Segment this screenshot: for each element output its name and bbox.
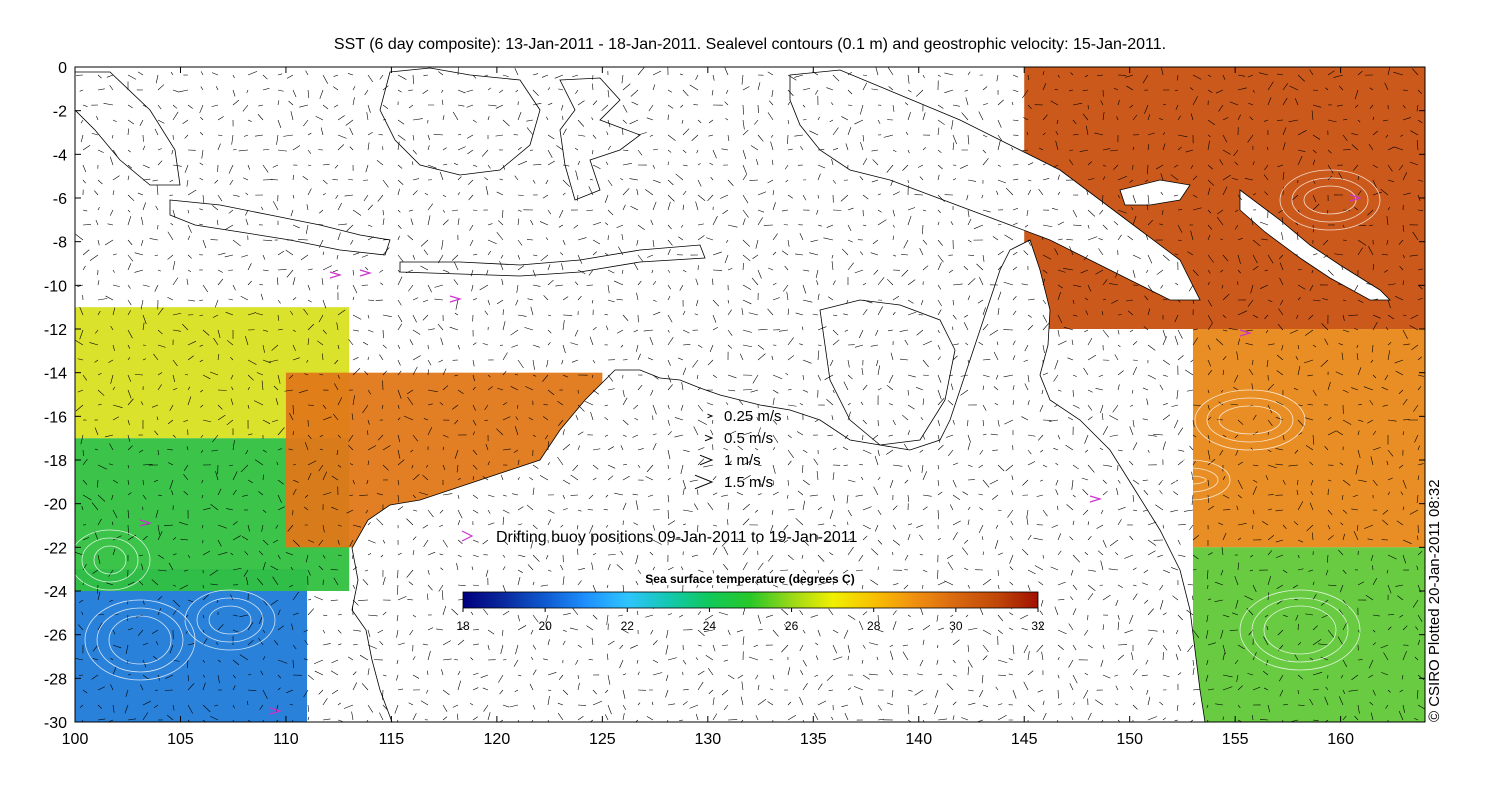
colorbar-tick-label: 18 <box>456 619 470 633</box>
x-tick-label: 100 <box>62 731 89 748</box>
y-tick-label: 0 <box>58 60 67 77</box>
buoy-legend-label: Drifting buoy positions 09-Jan-2011 to 1… <box>496 529 858 546</box>
sst-region-e-green-band <box>1193 547 1425 722</box>
colorbar-title: Sea surface temperature (degrees C) <box>645 572 854 586</box>
x-tick-label: 115 <box>379 731 405 748</box>
y-tick-label: -14 <box>44 366 67 383</box>
credit-text: © CSIRO Plotted 20-Jan-2011 08:32 <box>1426 479 1443 722</box>
x-tick-label: 140 <box>905 731 932 748</box>
x-tick-label: 110 <box>273 731 299 748</box>
colorbar-tick-label: 26 <box>785 619 799 633</box>
colorbar-tick-label: 28 <box>867 619 881 633</box>
y-tick-label: -22 <box>44 540 67 557</box>
velocity-legend-label: 1.5 m/s <box>724 474 773 491</box>
sst-region-e-orange-band <box>1193 329 1425 547</box>
velocity-legend-label: 0.5 m/s <box>724 430 773 447</box>
x-tick-label: 120 <box>484 731 511 748</box>
y-tick-label: -2 <box>53 104 67 121</box>
y-tick-label: -6 <box>53 191 67 208</box>
y-tick-label: -16 <box>44 409 67 426</box>
x-tick-label: 135 <box>800 731 827 748</box>
buoy-legend: Drifting buoy positions 09-Jan-2011 to 1… <box>462 529 858 546</box>
colorbar-tick-label: 22 <box>621 619 635 633</box>
y-tick-label: -26 <box>44 628 67 645</box>
x-tick-label: 150 <box>1116 731 1143 748</box>
colorbar-tick-label: 24 <box>703 619 717 633</box>
y-tick-label: -24 <box>44 584 67 601</box>
y-tick-label: -8 <box>53 235 67 252</box>
colorbar-tick-label: 30 <box>949 619 963 633</box>
x-tick-label: 145 <box>1011 731 1038 748</box>
y-tick-label: -18 <box>44 453 67 470</box>
velocity-legend-label: 1 m/s <box>724 452 761 469</box>
y-tick-label: -10 <box>44 278 67 295</box>
y-tick-label: -4 <box>53 147 67 164</box>
x-tick-label: 130 <box>694 731 721 748</box>
y-tick-label: -12 <box>44 322 67 339</box>
plot-area <box>70 66 1425 730</box>
colorbar-tick-label: 32 <box>1031 619 1045 633</box>
velocity-legend-label: 0.25 m/s <box>724 408 782 425</box>
y-tick-label: -20 <box>44 497 67 514</box>
colorbar-tick-label: 20 <box>538 619 552 633</box>
x-tick-label: 160 <box>1327 731 1354 748</box>
colorbar-gradient <box>463 592 1038 608</box>
x-tick-label: 105 <box>167 731 194 748</box>
y-tick-label: -28 <box>44 671 67 688</box>
y-tick-label: -30 <box>44 715 67 732</box>
x-tick-label: 125 <box>589 731 616 748</box>
x-tick-label: 155 <box>1222 731 1249 748</box>
